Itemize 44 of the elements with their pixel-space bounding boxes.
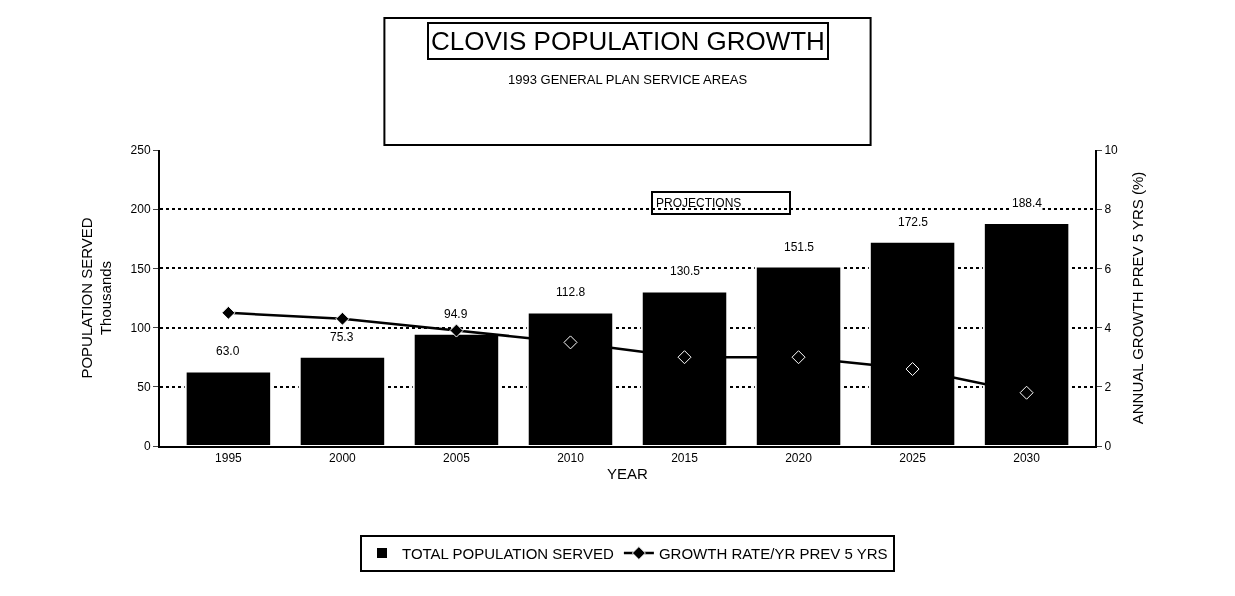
y-tick-label: 0	[143, 439, 151, 454]
y2-tick-label: 8	[1104, 202, 1112, 217]
x-tick-label: 1995	[215, 451, 243, 466]
data-label: 172.5	[898, 215, 929, 229]
point	[905, 362, 920, 377]
x-tick-label: 2000	[329, 451, 357, 466]
point	[563, 335, 578, 350]
annotation: PROJECTIONS	[656, 196, 742, 210]
data-label: 151.5	[784, 240, 815, 254]
x-tick-label: 2005	[443, 451, 471, 466]
x-tick-label: 2030	[1013, 451, 1041, 466]
data-label: 94.9	[444, 307, 468, 321]
y2-tick-label: 2	[1104, 380, 1112, 394]
data-label: 188.4	[1012, 196, 1043, 210]
y-tick-label: 50	[137, 380, 151, 394]
y-tick-label: 250	[130, 143, 151, 158]
legend-label: GROWTH RATE/YR PREV 5 YRS	[658, 544, 888, 562]
x-axis-title: YEAR	[607, 464, 649, 482]
x-tick-label: 2020	[785, 451, 813, 466]
y-axis-title: POPULATION SERVED Thousands	[77, 217, 115, 379]
point	[449, 323, 464, 338]
x-tick-label: 2025	[899, 451, 927, 466]
y2-tick-label: 4	[1104, 320, 1112, 335]
data-label: 75.3	[330, 330, 354, 344]
data-label: 63.0	[216, 344, 240, 358]
point	[221, 305, 236, 320]
data-label: 112.8	[556, 285, 586, 299]
legend-label: TOTAL POPULATION SERVED	[402, 544, 614, 562]
point	[335, 311, 350, 326]
y2-tick-label: 10	[1104, 143, 1119, 158]
chart-title: CLOVIS POPULATION GROWTH	[431, 26, 825, 56]
x-tick-label: 2010	[557, 451, 585, 466]
y2-tick-label: 0	[1104, 439, 1112, 454]
data-label: 130.5	[670, 264, 701, 278]
point	[677, 350, 692, 365]
y-tick-label: 150	[130, 261, 151, 276]
y-tick-label: 100	[130, 320, 151, 335]
y-tick-label: 200	[130, 202, 151, 217]
point	[1019, 385, 1034, 400]
point	[791, 350, 806, 365]
y2-tick-label: 6	[1104, 261, 1112, 276]
x-tick-label: 2015	[671, 451, 699, 466]
y2-axis-title: ANNUAL GROWTH PREV 5 YRS (%)	[1128, 171, 1146, 425]
chart-subtitle: 1993 GENERAL PLAN SERVICE AREAS	[508, 72, 748, 87]
